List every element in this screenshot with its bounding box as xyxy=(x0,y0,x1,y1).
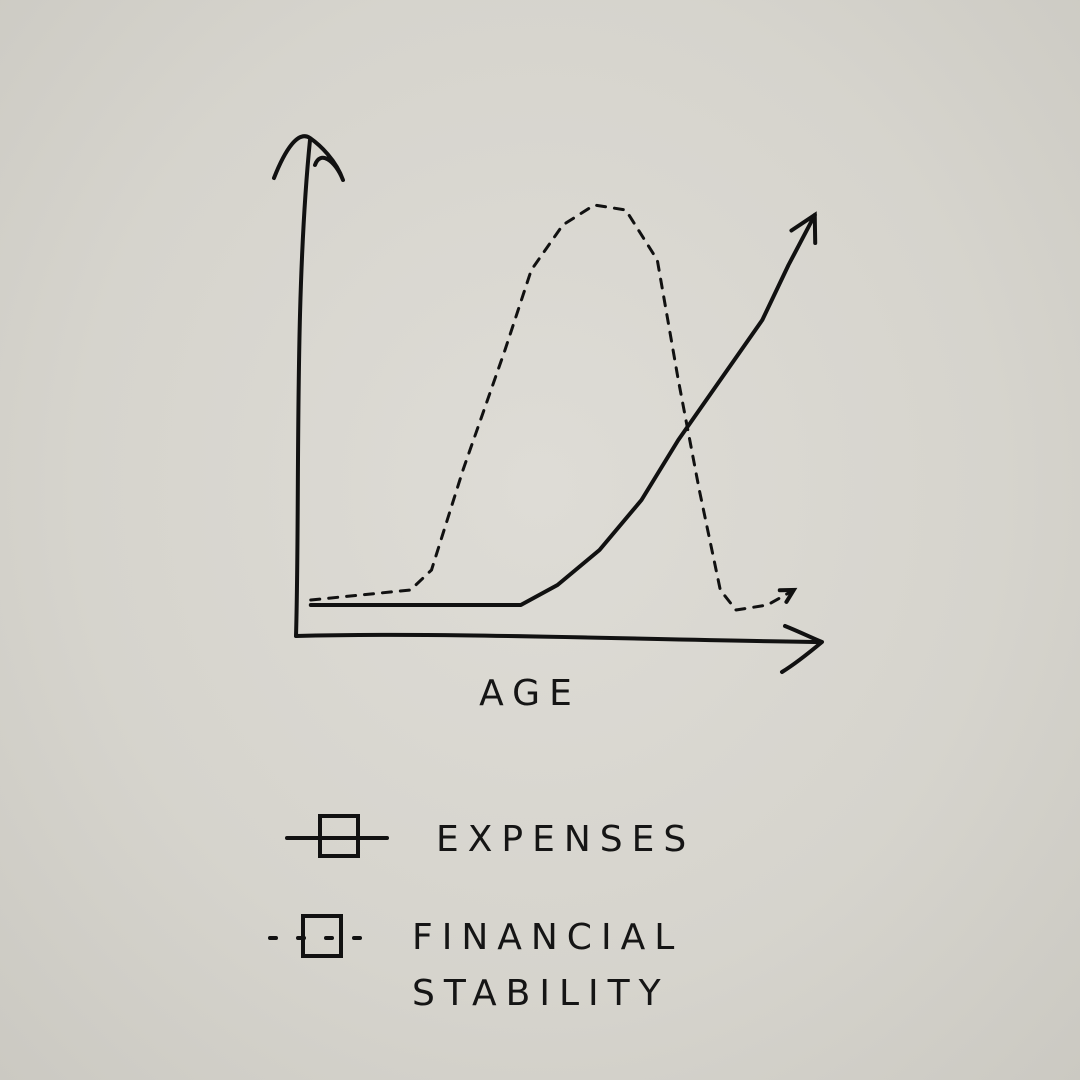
y-axis-arrow xyxy=(272,134,345,182)
legend-box xyxy=(318,814,360,858)
x-axis xyxy=(294,632,822,644)
legend-box xyxy=(301,914,343,958)
series-line xyxy=(308,213,817,607)
legend-label: EXPENSES xyxy=(436,819,696,860)
series-arrow xyxy=(777,587,798,604)
x-axis-arrow xyxy=(780,624,824,674)
x-axis-label: AGE xyxy=(479,673,581,714)
legend-label: FINANCIAL STABILITY xyxy=(412,917,684,1014)
series-arrow xyxy=(789,211,818,245)
series-line xyxy=(309,203,796,612)
y-axis xyxy=(294,138,312,638)
axes xyxy=(272,134,824,674)
